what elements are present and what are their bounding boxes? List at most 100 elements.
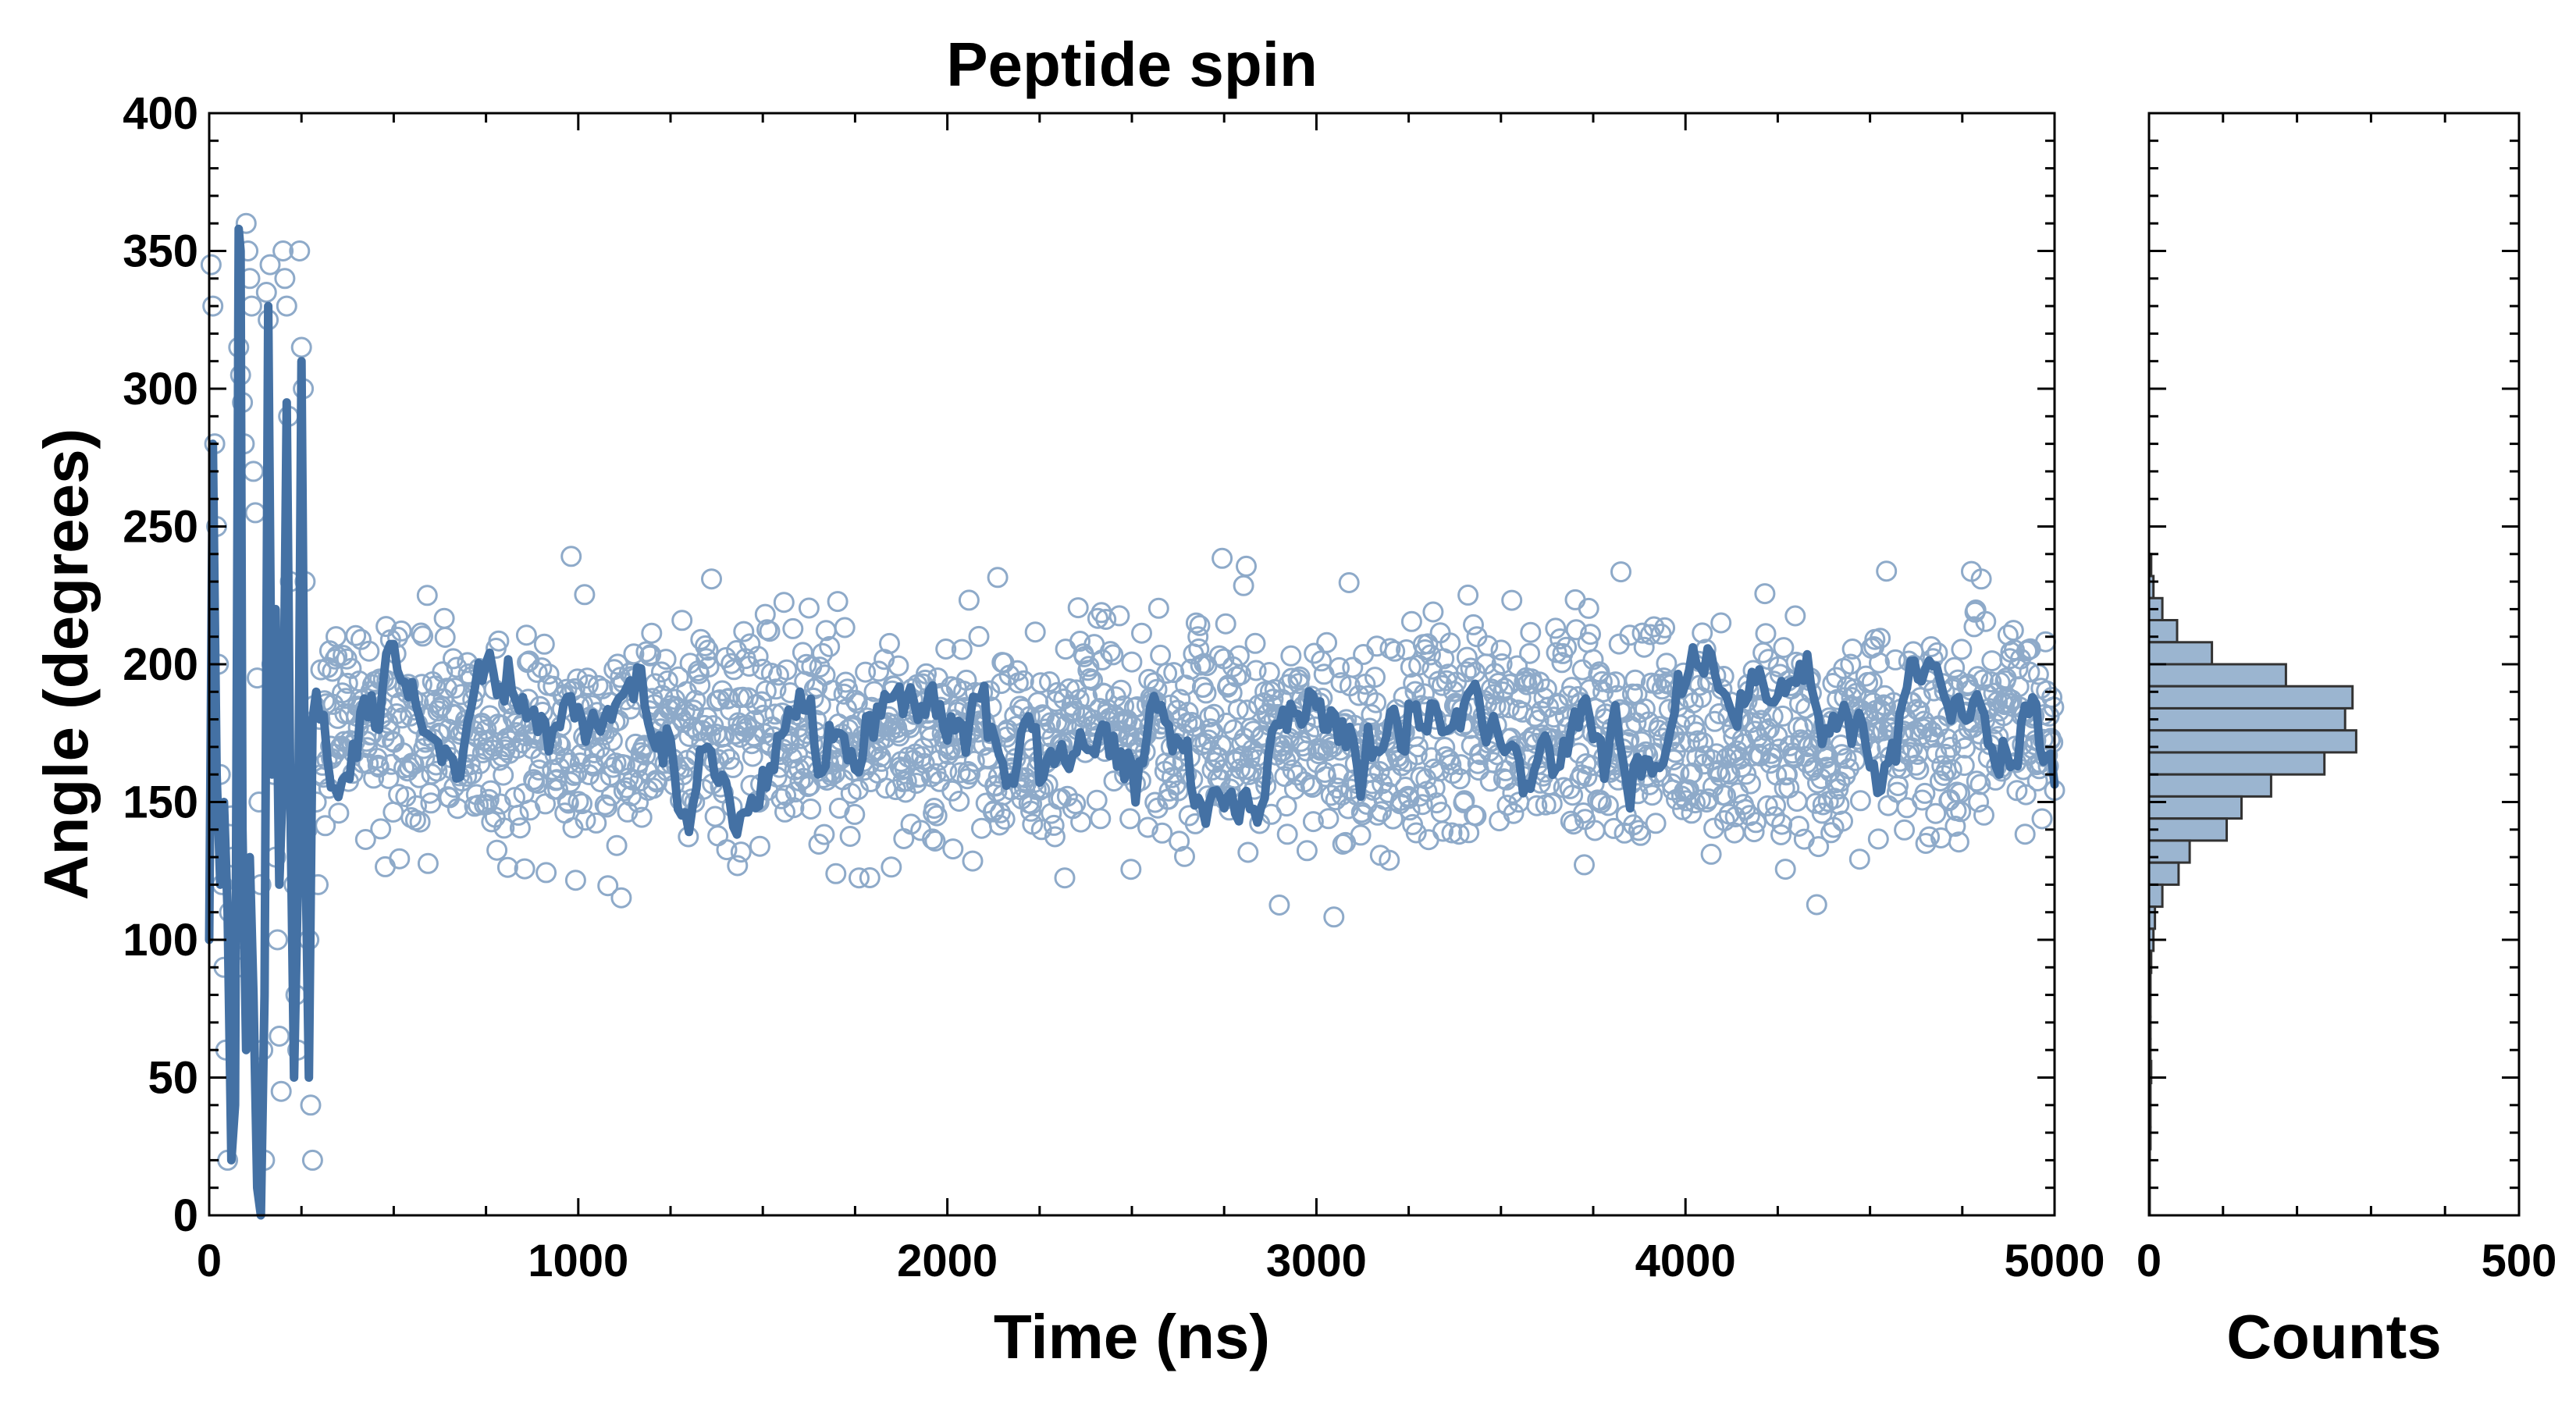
- scatter-point: [289, 240, 311, 261]
- scatter-point: [1079, 668, 1101, 689]
- scatter-point: [563, 764, 585, 786]
- y-axis-title: Angle (degrees): [31, 429, 101, 901]
- scatter-point: [1756, 720, 1777, 742]
- scatter-point: [1066, 679, 1087, 701]
- scatter-point: [410, 622, 432, 644]
- scatter-point: [1185, 612, 1207, 634]
- scatter-point: [272, 240, 294, 261]
- scatter-point: [1189, 614, 1211, 636]
- scatter-point: [276, 295, 297, 317]
- scatter-point: [1113, 695, 1135, 717]
- scatter-point: [1069, 631, 1091, 652]
- scatter-point: [1745, 812, 1767, 834]
- scatter-point: [555, 748, 577, 770]
- scatter-point: [1520, 621, 1542, 643]
- scatter-point: [1558, 685, 1580, 707]
- scatter-point: [1245, 660, 1267, 681]
- scatter-point: [2016, 640, 2037, 662]
- scatter-point: [1771, 813, 1793, 835]
- scatter-point: [1215, 713, 1237, 734]
- histogram-bar: [2147, 751, 2326, 776]
- histogram-bar: [2147, 641, 2214, 666]
- scatter-point: [839, 826, 861, 847]
- scatter-point: [300, 1094, 322, 1116]
- scatter-point: [695, 635, 716, 656]
- scatter-point: [1931, 755, 1953, 777]
- scatter-point: [783, 797, 805, 819]
- scatter-point: [575, 809, 596, 831]
- scatter-point: [1108, 605, 1130, 627]
- scatter-point: [1024, 621, 1046, 643]
- x-tick-label: 0: [197, 1236, 222, 1286]
- scatter-point: [1541, 793, 1563, 815]
- scatter-point: [949, 762, 971, 784]
- scatter-point: [1227, 699, 1249, 720]
- scatter-point: [535, 862, 557, 884]
- scatter-point: [560, 546, 582, 567]
- scatter-point: [1735, 763, 1757, 785]
- scatter-point: [1398, 788, 1420, 809]
- scatter-point: [1735, 799, 1756, 820]
- scatter-point: [1365, 692, 1387, 713]
- scatter-point: [1177, 702, 1199, 723]
- scatter-point: [468, 795, 489, 816]
- scatter-point: [589, 737, 610, 759]
- scatter-point: [1914, 782, 1936, 804]
- scatter-point: [1685, 721, 1707, 743]
- scatter-point: [1905, 754, 1927, 776]
- scatter-point: [1156, 663, 1178, 684]
- scatter-point: [1623, 814, 1644, 836]
- scatter-point: [1675, 790, 1697, 812]
- scatter-point: [1361, 704, 1382, 725]
- main-data-layer: [200, 212, 2065, 1220]
- scatter-point: [1738, 805, 1760, 827]
- scatter-point: [1528, 671, 1550, 693]
- scatter-point: [2031, 808, 2053, 830]
- scatter-point: [1773, 637, 1795, 659]
- scatter-point: [328, 802, 350, 824]
- scatter-point: [603, 756, 624, 778]
- scatter-point: [315, 815, 336, 837]
- scatter-point: [585, 812, 607, 834]
- scatter-point: [909, 766, 930, 788]
- scatter-point: [825, 863, 847, 884]
- scatter-point: [988, 814, 1010, 836]
- scatter-point: [1379, 849, 1400, 871]
- scatter-point: [685, 689, 706, 711]
- scatter-point: [844, 803, 866, 825]
- scatter-point: [1090, 808, 1112, 830]
- scatter-point: [849, 867, 870, 889]
- scatter-point: [1212, 547, 1233, 569]
- scatter-point: [382, 801, 404, 823]
- scatter-point: [935, 638, 957, 660]
- scatter-point: [1877, 795, 1899, 816]
- scatter-point: [1043, 814, 1065, 836]
- scatter-point: [528, 759, 550, 781]
- scatter-point: [1417, 633, 1439, 655]
- scatter-point: [436, 678, 457, 699]
- scatter-point: [1503, 802, 1525, 824]
- scatter-point: [1835, 748, 1857, 770]
- scatter-point: [773, 592, 795, 614]
- main-tick-labels: 0 1000 2000 3000 4000 5000 0 50 100 150 200 250 300 3…: [123, 88, 2105, 1286]
- histogram-bar: [2147, 663, 2287, 688]
- scatter-point: [269, 1026, 290, 1047]
- scatter-point: [1121, 651, 1143, 673]
- scatter-point: [426, 760, 448, 782]
- scatter-point: [1332, 834, 1354, 855]
- scatter-point: [1969, 774, 1991, 795]
- scatter-point: [1183, 716, 1205, 737]
- scatter-point: [255, 282, 277, 303]
- scatter-point: [1315, 766, 1336, 788]
- scatter-point: [557, 792, 579, 814]
- scatter-point: [1975, 610, 1997, 632]
- scatter-point: [1582, 649, 1604, 670]
- scatter-point: [1448, 823, 1470, 845]
- scatter-point: [1646, 673, 1667, 695]
- histogram-bar: [2147, 861, 2180, 886]
- scatter-point: [1980, 671, 2002, 693]
- scatter-point: [243, 461, 265, 482]
- scatter-point: [1379, 638, 1401, 660]
- scatter-point: [1743, 821, 1765, 843]
- scatter-point: [1463, 614, 1484, 635]
